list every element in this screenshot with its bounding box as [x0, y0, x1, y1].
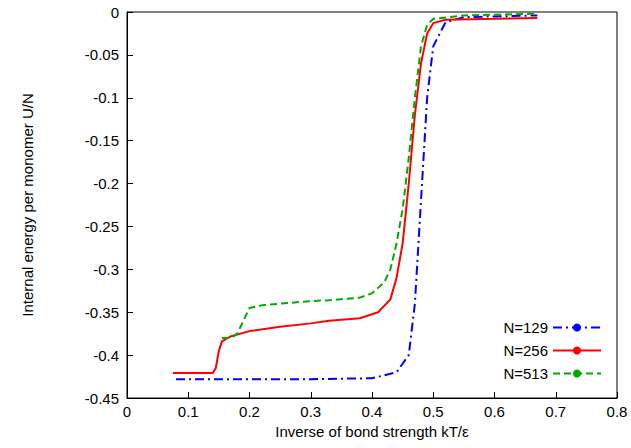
svg-text:-0.45: -0.45 [85, 390, 119, 407]
svg-text:N=129: N=129 [503, 319, 548, 336]
svg-text:Inverse of bond strength kT/ε: Inverse of bond strength kT/ε [275, 423, 469, 440]
svg-text:0.1: 0.1 [178, 403, 199, 420]
svg-text:Internal energy per monomer U/: Internal energy per monomer U/N [19, 93, 36, 316]
svg-text:-0.3: -0.3 [93, 261, 119, 278]
svg-text:-0.15: -0.15 [85, 132, 119, 149]
svg-text:N=256: N=256 [503, 342, 548, 359]
svg-text:0.5: 0.5 [423, 403, 444, 420]
svg-text:0.3: 0.3 [300, 403, 321, 420]
svg-text:0.7: 0.7 [545, 403, 566, 420]
svg-text:-0.4: -0.4 [93, 347, 119, 364]
svg-text:-0.25: -0.25 [85, 218, 119, 235]
svg-text:0.8: 0.8 [607, 403, 628, 420]
svg-text:-0.05: -0.05 [85, 46, 119, 63]
svg-text:-0.1: -0.1 [93, 89, 119, 106]
svg-text:0.2: 0.2 [239, 403, 260, 420]
svg-text:-0.2: -0.2 [93, 175, 119, 192]
svg-text:0: 0 [123, 403, 131, 420]
svg-text:0.4: 0.4 [362, 403, 383, 420]
svg-text:0.6: 0.6 [484, 403, 505, 420]
svg-text:N=513: N=513 [503, 365, 548, 382]
svg-text:0: 0 [111, 4, 119, 21]
svg-text:-0.35: -0.35 [85, 304, 119, 321]
